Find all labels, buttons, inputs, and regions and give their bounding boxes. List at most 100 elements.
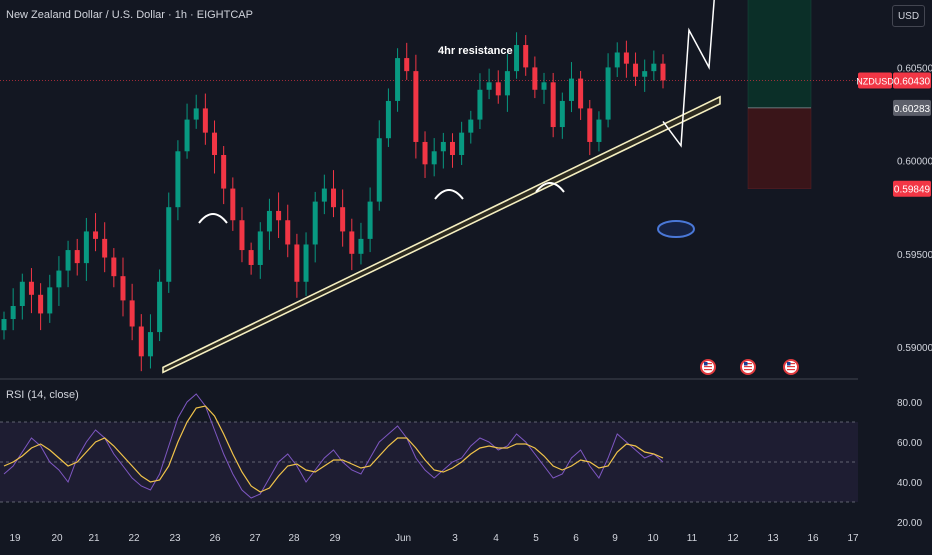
candle-body [10, 305, 16, 320]
event-flag-stripe [744, 366, 752, 368]
rsi-tick-label: 80.00 [897, 398, 922, 409]
price-badge-value: 0.59849 [894, 185, 931, 196]
candle-body [312, 201, 318, 245]
support-trendline [162, 95, 721, 374]
price-badge-bg [893, 180, 931, 197]
candle-body [184, 119, 190, 152]
retest-ellipse [657, 220, 695, 238]
time-tick-label: 3 [452, 533, 458, 544]
candle-body [138, 326, 144, 357]
candle-body [568, 78, 574, 101]
symbol-badge-bg [858, 72, 892, 89]
candle-body [422, 141, 428, 165]
candle-body [486, 82, 492, 90]
candle-body [340, 207, 346, 232]
stop-zone [747, 107, 812, 189]
candle-body [651, 63, 657, 72]
candle-body [120, 276, 126, 301]
candle-body [431, 151, 437, 165]
time-tick-label: Jun [395, 533, 411, 544]
candle-body [83, 231, 89, 264]
candle-body [376, 138, 382, 202]
candle-body [28, 281, 34, 295]
rsi-tick-label: 60.00 [897, 438, 922, 449]
event-flag-canton [704, 362, 708, 366]
price-tick-label: 0.60500 [897, 63, 932, 74]
candle-body [303, 244, 309, 282]
time-tick-label: 5 [533, 533, 539, 544]
candle-body [449, 141, 455, 156]
candle-body [349, 231, 355, 254]
candle-body [596, 119, 602, 142]
event-flag-stripe [704, 369, 712, 371]
event-flag-stripe [744, 369, 752, 371]
time-tick-label: 19 [9, 533, 21, 544]
event-flag-canton [787, 362, 791, 366]
candle-body [504, 71, 510, 96]
candle-body [532, 67, 538, 90]
candle-body [257, 231, 263, 265]
time-tick-label: 23 [169, 533, 181, 544]
candle-body [587, 108, 593, 142]
candle-body [477, 89, 483, 120]
candle-body [468, 119, 474, 133]
candle-body [212, 132, 218, 156]
candle-body [559, 100, 565, 128]
candle-body [514, 45, 520, 72]
event-flag-canton [744, 362, 748, 366]
candle-body [413, 71, 419, 142]
time-tick-label: 11 [687, 533, 698, 544]
candles-group [1, 32, 666, 372]
price-badge-bg [893, 99, 931, 116]
candle-body [166, 207, 172, 282]
rsi-label: RSI (14, close) [6, 389, 79, 401]
candle-body [1, 319, 7, 331]
time-tick-label: 29 [329, 533, 341, 544]
time-tick-label: 4 [493, 533, 499, 544]
time-tick-label: 10 [647, 533, 659, 544]
candle-body [111, 257, 117, 277]
event-flag-icon [700, 359, 716, 375]
time-tick-label: 26 [209, 533, 221, 544]
candle-body [56, 270, 62, 288]
candle-body [239, 220, 245, 251]
candle-body [129, 300, 135, 327]
candle-body [623, 52, 629, 64]
time-tick-label: 17 [847, 533, 859, 544]
time-tick-label: 22 [128, 533, 140, 544]
candle-body [331, 188, 336, 208]
target-zone [747, 0, 812, 109]
candle-body [157, 281, 163, 333]
event-flag-stripe [787, 366, 795, 368]
price-badge-value: 0.60430 [894, 76, 931, 87]
candle-body [147, 332, 153, 357]
candle-body [358, 238, 364, 254]
time-tick-label: 6 [573, 533, 579, 544]
candle-body [175, 151, 181, 208]
candle-body [65, 250, 71, 271]
rsi-ma-line [3, 405, 664, 493]
candle-body [102, 238, 108, 258]
currency-button[interactable]: USD [892, 5, 925, 27]
candle-body [285, 220, 291, 245]
price-tick-label: 0.59000 [897, 343, 932, 354]
candle-body [395, 58, 401, 101]
price-tick-label: 0.59500 [897, 250, 932, 261]
time-tick-label: 13 [767, 533, 779, 544]
candle-body [38, 294, 44, 314]
event-flag-icon [740, 359, 756, 375]
resistance-label: 4hr resistance [438, 45, 513, 57]
time-tick-label: 27 [249, 533, 261, 544]
symbol-title: New Zealand Dollar / U.S. Dollar · 1h · … [6, 9, 253, 21]
candle-body [495, 82, 501, 96]
event-flag-stripe [704, 366, 712, 368]
rsi-tick-label: 40.00 [897, 478, 922, 489]
candle-body [202, 108, 208, 133]
candle-body [266, 210, 272, 232]
candle-body [276, 210, 282, 221]
rsi-tick-label: 20.00 [897, 518, 922, 529]
event-flag-stripe [744, 363, 752, 365]
